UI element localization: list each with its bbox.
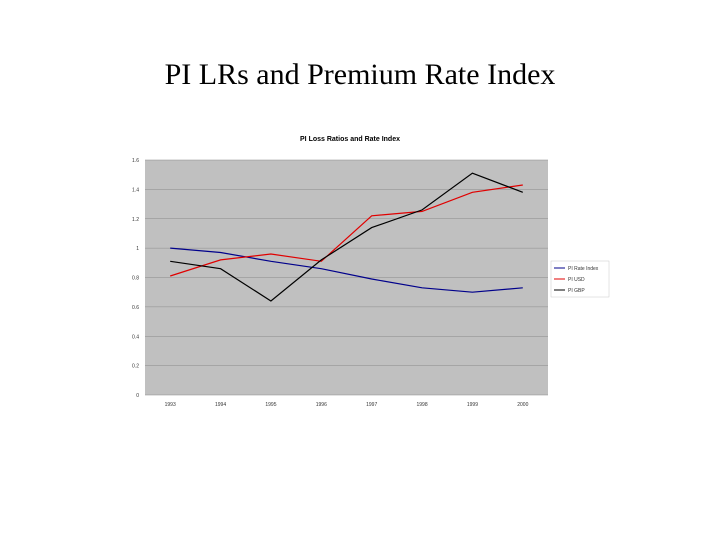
x-tick-label: 1999 [467, 402, 478, 408]
legend: PI Rate Index PI USD PI GBP [550, 260, 610, 298]
y-tick-label: 1 [136, 246, 139, 252]
x-axis-ticks: 1993 1994 1995 1996 1997 1998 1999 2000 [165, 402, 529, 408]
y-tick-label: 1.4 [132, 187, 139, 193]
x-tick-label: 1993 [165, 402, 176, 408]
y-tick-label: 0.2 [132, 364, 139, 370]
legend-label: PI GBP [568, 288, 585, 294]
legend-label: PI USD [568, 277, 585, 283]
y-tick-label: 0.6 [132, 305, 139, 311]
x-tick-label: 1996 [316, 402, 327, 408]
series-lines [170, 172, 524, 302]
x-tick-label: 1995 [265, 402, 276, 408]
chart-svg: PI Loss Ratios and Rate Index 1.61.41.21… [132, 136, 610, 408]
y-tick-label: 0.4 [132, 334, 139, 340]
x-tick-label: 1994 [215, 402, 226, 408]
y-tick-label: 0 [136, 393, 139, 399]
y-axis-ticks: 1.6 1.4 1.2 1 0.8 0.6 0.4 0.2 0 [132, 158, 139, 399]
legend-label: PI Rate Index [568, 266, 599, 272]
series-line [170, 172, 524, 302]
y-tick-label: 1.6 [132, 158, 139, 164]
gridlines [145, 159, 548, 396]
x-tick-label: 2000 [517, 402, 528, 408]
x-tick-label: 1997 [366, 402, 377, 408]
line-chart: PI Loss Ratios and Rate Index 1.6 1.4 1.2 1… [110, 125, 610, 415]
chart-title: PI Loss Ratios and Rate Index [300, 136, 400, 143]
y-tick-label: 1.2 [132, 217, 139, 223]
y-tick-label: 0.8 [132, 276, 139, 282]
x-tick-label: 1998 [417, 402, 428, 408]
series-line [170, 247, 523, 293]
slide-title: PI LRs and Premium Rate Index [164, 58, 556, 91]
series-line [170, 184, 523, 277]
